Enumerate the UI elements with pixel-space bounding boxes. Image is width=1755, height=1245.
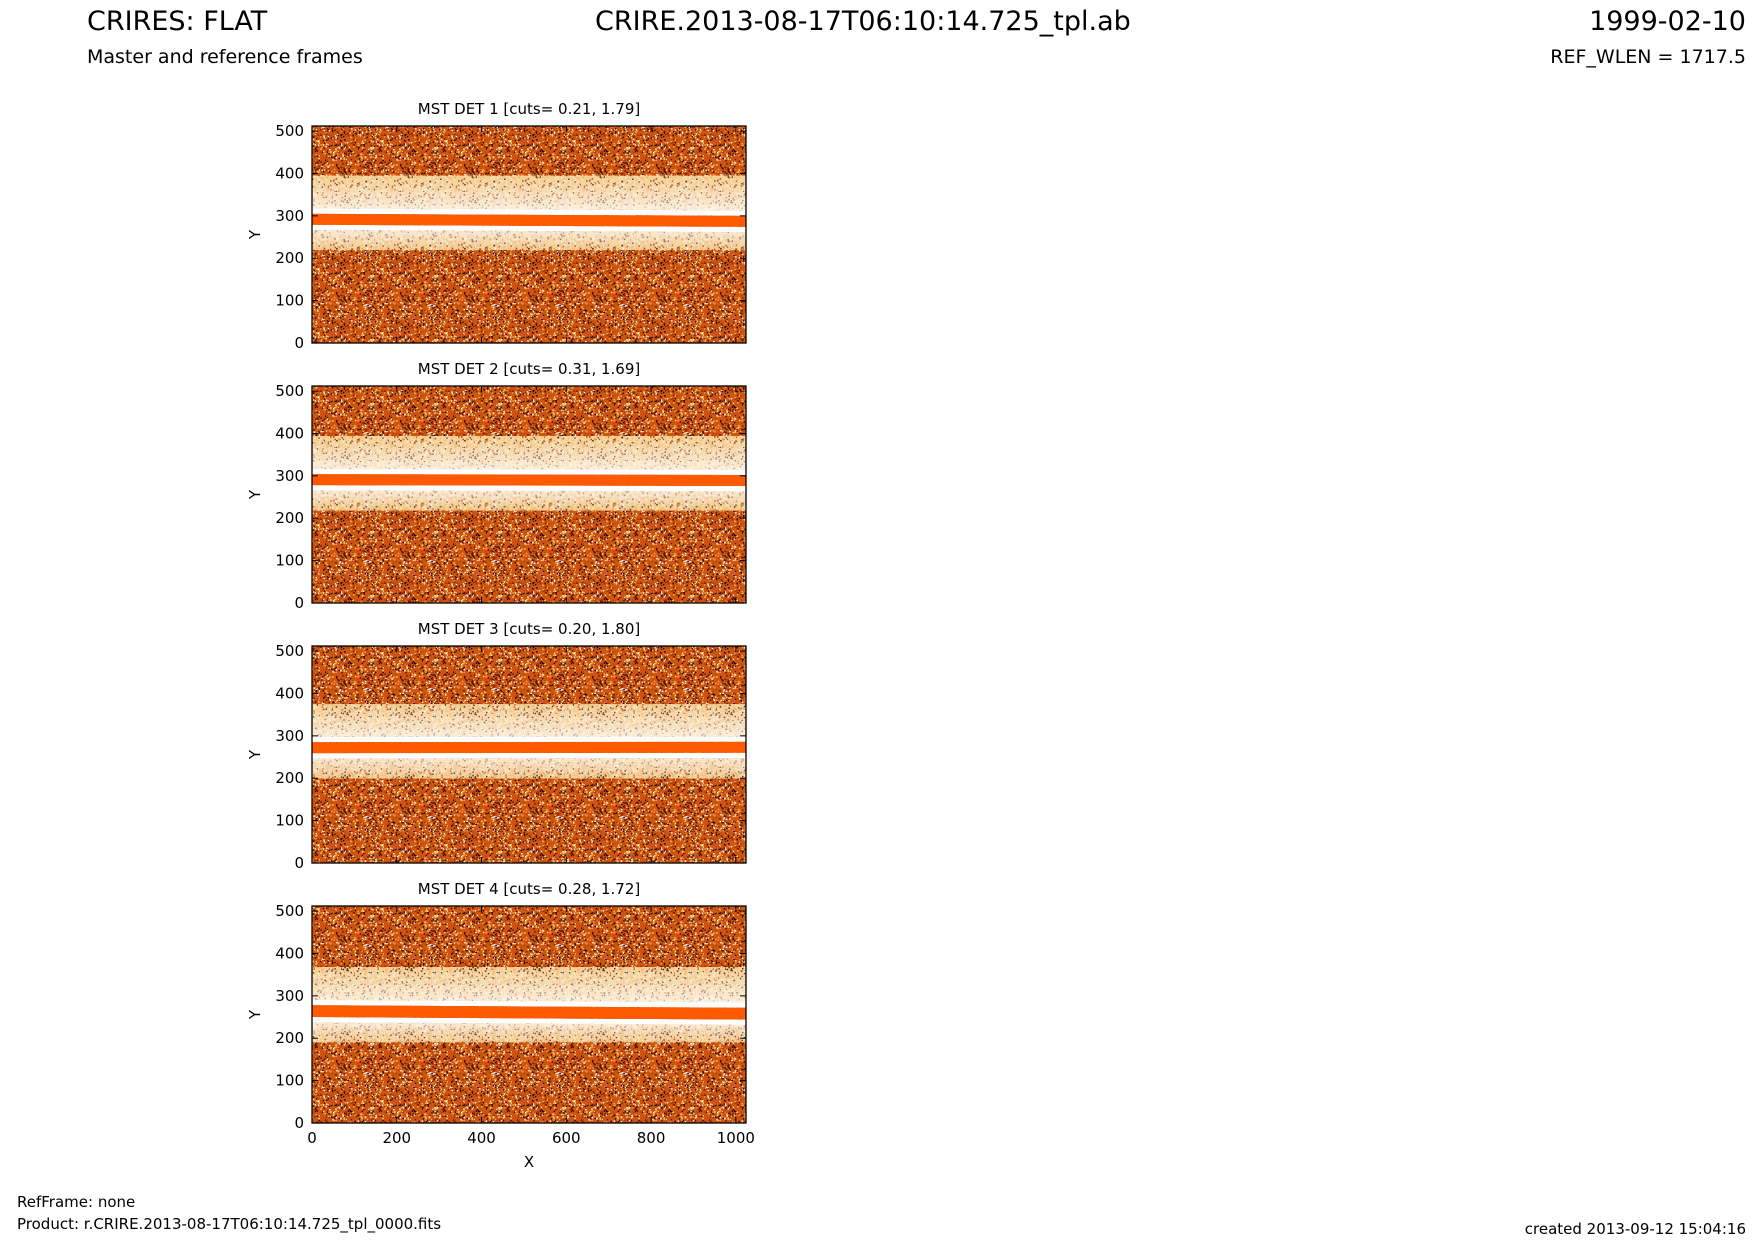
y-tick-label: 200 [275,1029,304,1047]
halo-fade-below [312,226,746,251]
footer-refframe: RefFrame: none [17,1193,136,1211]
order-band [312,213,746,227]
detector-image-1 [312,126,746,343]
halo-fade-above [312,704,746,742]
footer-created: created 2013-09-12 15:04:16 [1524,1220,1746,1238]
y-axis-label: Y [246,229,264,240]
y-tick-label: 500 [275,902,304,920]
x-tick-label: 600 [552,1129,581,1147]
panel-title: MST DET 2 [cuts= 0.31, 1.69] [418,360,641,378]
y-axis-label: Y [246,1009,264,1020]
y-tick-label: 0 [294,1114,304,1132]
halo-fade-above [312,967,746,1006]
y-tick-label: 300 [275,207,304,225]
y-tick-label: 0 [294,594,304,612]
y-axis-label: Y [246,489,264,500]
y-tick-label: 400 [275,944,304,962]
order-band [312,741,746,754]
gap-below-band [312,485,746,492]
y-axis-label: Y [246,749,264,760]
y-tick-label: 200 [275,509,304,527]
halo-fade-above [312,436,746,475]
y-tick-label: 300 [275,727,304,745]
y-tick-label: 500 [275,122,304,140]
gap-above-band [312,208,746,216]
plot-frame [311,645,747,864]
file-name: CRIRE.2013-08-17T06:10:14.725_tpl.ab [595,6,1131,37]
plot-frame [311,385,747,604]
panel-title: MST DET 1 [cuts= 0.21, 1.79] [418,100,641,118]
y-tick-label: 100 [275,552,304,570]
gap-below-band [312,752,746,759]
y-tick-label: 400 [275,684,304,702]
detector-image-2 [312,386,746,603]
page-subtitle: Master and reference frames [87,46,363,68]
x-tick-label: 800 [637,1129,666,1147]
y-tick-label: 400 [275,164,304,182]
gap-below-band [312,224,746,232]
y-tick-label: 0 [294,854,304,872]
detector-image-3 [312,646,746,863]
halo-fade-above [312,175,746,214]
y-tick-label: 500 [275,382,304,400]
order-band [312,1005,746,1020]
y-tick-label: 500 [275,642,304,660]
y-tick-label: 100 [275,1072,304,1090]
detector-panel-2: MST DET 2 [cuts= 0.31, 1.69] 0 100 200 300 40… [246,360,747,612]
page-title: CRIRES: FLAT [87,6,268,37]
gap-above-band [312,469,746,476]
plot-frame [311,905,747,1124]
y-tick-label: 0 [294,334,304,352]
y-tick-label: 100 [275,292,304,310]
x-tick-label: 1000 [717,1129,755,1147]
plot-frame [311,125,747,344]
observation-date: 1999-02-10 [1589,6,1746,37]
detector-panel-1: MST DET 1 [cuts= 0.21, 1.79] 0 100 200 300 40… [246,100,747,352]
detector-image-4 [312,906,746,1123]
gap-above-band [312,736,746,743]
y-tick-label: 200 [275,769,304,787]
x-tick-label: 400 [467,1129,496,1147]
x-tick-label: 0 [307,1129,317,1147]
y-tick-label: 100 [275,812,304,830]
detector-panel-3: MST DET 3 [cuts= 0.20, 1.80] 0 100 200 300 40… [246,620,747,872]
x-tick-label: 200 [382,1129,411,1147]
y-tick-label: 300 [275,987,304,1005]
panel-title: MST DET 3 [cuts= 0.20, 1.80] [418,620,641,638]
x-axis-label: X [524,1153,534,1171]
ref-wlen: REF_WLEN = 1717.5 [1550,46,1746,68]
order-band [312,474,746,487]
y-tick-label: 200 [275,249,304,267]
detector-panel-4: MST DET 4 [cuts= 0.28, 1.72] 0 100 200 300 40… [246,880,755,1171]
y-tick-label: 400 [275,424,304,442]
footer-product: Product: r.CRIRE.2013-08-17T06:10:14.725… [17,1215,442,1233]
y-tick-label: 300 [275,467,304,485]
halo-fade-below [312,1019,746,1043]
panel-title: MST DET 4 [cuts= 0.28, 1.72] [418,880,641,898]
